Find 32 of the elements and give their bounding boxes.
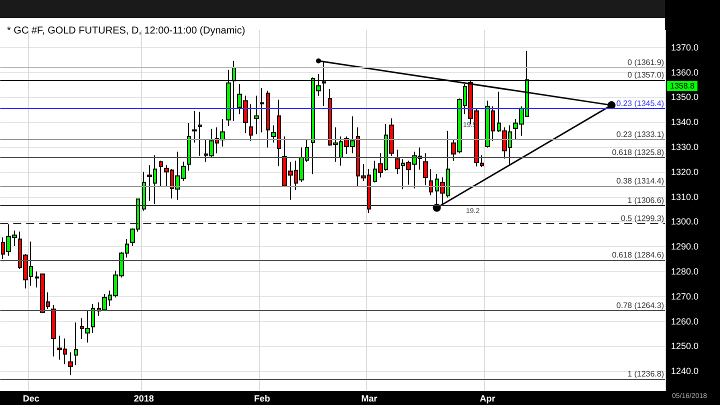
x-tick-label: Feb	[254, 394, 271, 404]
y-tick-label: 1300.0	[671, 216, 699, 227]
x-tick-label: Mar	[361, 394, 378, 404]
ref-line-label: 0.23 (1345.4)	[616, 99, 664, 108]
y-tick-label: 1340.0	[671, 117, 699, 128]
ref-line-label: 0.78 (1264.3)	[616, 301, 664, 310]
chart-title: * GC #F, GOLD FUTURES, D, 12:00-11:00 (Dynamic)	[7, 26, 246, 36]
ref-line-label: 0.38 (1314.4)	[616, 176, 664, 186]
x-tick-label: Apr	[480, 394, 496, 404]
x-tick-label: 2018	[134, 394, 154, 404]
y-tick-label: 1330.0	[671, 142, 699, 152]
ref-line-label: 0 (1361.9)	[628, 58, 664, 68]
text: 1358.8	[670, 82, 696, 90]
ref-line-label: 1 (1306.6)	[628, 196, 664, 205]
y-tick-label: 1310.0	[671, 192, 699, 202]
ref-line-label: 1 (1236.8)	[628, 370, 664, 379]
y-tick-label: 1250.0	[671, 341, 699, 352]
y-tick-label: 1360.0	[671, 67, 699, 78]
y-tick-label: 1280.0	[671, 266, 699, 276]
y-tick-label: 1290.0	[671, 242, 699, 252]
ref-line-label: 0.618 (1325.8)	[612, 148, 664, 157]
x-tick-label: Dec	[22, 394, 40, 404]
y-tick-label: 1260.0	[671, 316, 699, 326]
ref-line-label: 0.5 (1299.3)	[620, 214, 664, 223]
y-tick-label: 1240.0	[671, 366, 699, 376]
y-tick-label: 1370.0	[671, 42, 699, 52]
ref-line-label: 0.23 (1333.1)	[616, 130, 664, 139]
ref-line-label: 0 (1357.0)	[628, 70, 664, 80]
ref-line-label: 0.618 (1284.6)	[612, 250, 664, 260]
y-tick-label: 1350.0	[671, 92, 699, 102]
y-tick-label: 1320.0	[671, 166, 699, 177]
y-tick-label: 1270.0	[671, 291, 699, 302]
